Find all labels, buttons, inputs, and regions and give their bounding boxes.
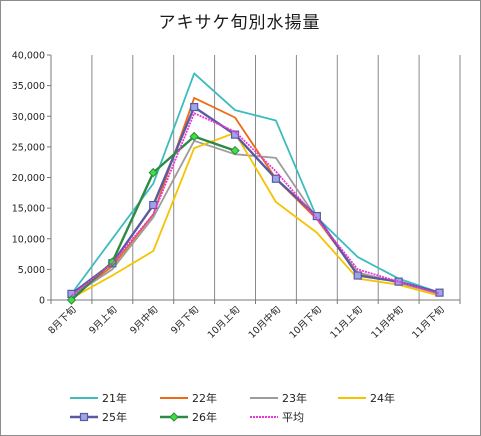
data-point <box>353 271 362 280</box>
series-line <box>70 72 440 295</box>
data-point <box>66 295 77 305</box>
series-24年 <box>71 131 440 299</box>
x-tick-label: 11月上旬 <box>328 304 365 341</box>
y-tick-label: 30,000 <box>12 112 45 123</box>
legend-label: 25年 <box>102 410 127 424</box>
tick-labels: 0 5,000 10,000 15,000 20,000 25,000 30,000 35,0… <box>12 51 447 341</box>
x-tick-label: 8月下旬 <box>46 304 79 337</box>
data-point <box>190 102 199 112</box>
legend-label: 21年 <box>102 391 127 405</box>
series-平均 <box>70 112 440 297</box>
data-point <box>271 174 281 183</box>
legend-item: 24年 <box>338 391 395 405</box>
data-point <box>79 412 89 422</box>
series-line <box>70 112 440 297</box>
data-point <box>169 412 179 422</box>
series-line <box>71 131 440 299</box>
data-point <box>435 288 444 297</box>
legend-item: 26年 <box>160 410 217 424</box>
legend-item: 22年 <box>160 391 217 405</box>
data-point <box>189 131 199 142</box>
x-tick-label: 9月上旬 <box>87 304 120 337</box>
x-tick-label: 10月下旬 <box>287 304 324 341</box>
y-tick-label: 35,000 <box>12 81 45 92</box>
legend-item: 平均 <box>250 411 304 424</box>
legend-item: 25年 <box>70 410 127 424</box>
legend-label: 平均 <box>282 411 304 424</box>
data-point <box>394 277 403 286</box>
x-tick-label: 10月中旬 <box>246 304 283 341</box>
y-tick-label: 15,000 <box>12 204 45 215</box>
y-tick-label: 40,000 <box>12 51 45 62</box>
x-tick-label: 10月上旬 <box>205 304 242 341</box>
x-tick-label: 11月下旬 <box>409 304 446 341</box>
data-point <box>148 167 158 178</box>
x-tick-label: 9月中旬 <box>127 304 160 337</box>
legend-label: 22年 <box>192 391 217 405</box>
chart-title: アキサケ旬別水揚量 <box>158 13 321 33</box>
data-point <box>149 200 158 210</box>
y-tick-label: 20,000 <box>12 173 45 184</box>
legend-label: 26年 <box>192 410 217 424</box>
y-tick-label: 25,000 <box>12 142 45 153</box>
series-line <box>70 105 440 295</box>
y-tick-label: 5,000 <box>18 265 45 276</box>
legend-label: 23年 <box>282 391 307 405</box>
data-point <box>230 145 240 156</box>
legend: 21年 22年 23年 24年 25年 26年 平均 <box>70 391 395 424</box>
series-21年 <box>70 72 440 295</box>
y-tick-label: 10,000 <box>12 234 45 245</box>
legend-label: 24年 <box>370 391 395 405</box>
axes <box>47 54 461 304</box>
y-tick-label: 0 <box>39 296 45 307</box>
legend-item: 21年 <box>70 391 127 405</box>
legend-item: 23年 <box>250 391 307 405</box>
x-tick-label: 11月中旬 <box>369 304 406 341</box>
x-tick-label: 9月下旬 <box>168 304 201 337</box>
series-lines <box>66 72 444 305</box>
